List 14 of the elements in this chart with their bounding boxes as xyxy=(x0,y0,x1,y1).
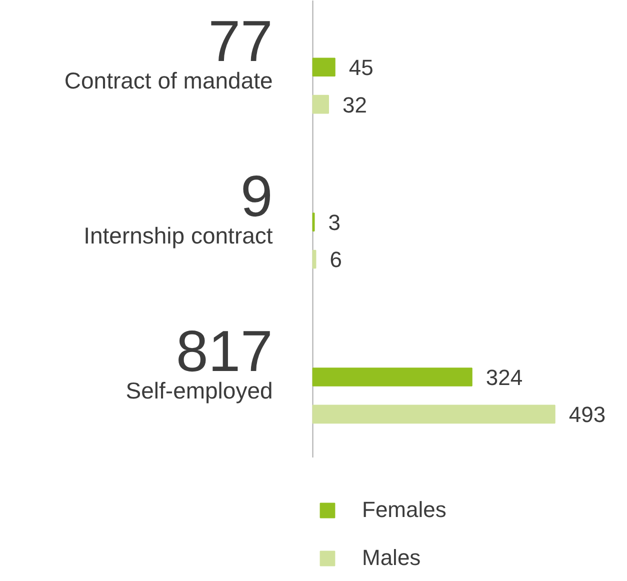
data-label: 324 xyxy=(486,364,523,390)
data-label: 6 xyxy=(330,247,342,272)
y-tick-label: Self-employed xyxy=(126,377,273,404)
data-label: 45 xyxy=(348,55,374,80)
y-tick-label: Contract of mandate xyxy=(64,67,273,94)
data-label: 3 xyxy=(328,210,341,236)
legend-label: Females xyxy=(362,497,446,523)
data-label: 32 xyxy=(342,92,367,118)
bar xyxy=(312,368,472,386)
bar xyxy=(312,58,336,77)
bar xyxy=(312,94,330,114)
legend-label: Males xyxy=(362,545,421,571)
bar xyxy=(312,404,556,424)
data-label: 493 xyxy=(568,402,606,428)
